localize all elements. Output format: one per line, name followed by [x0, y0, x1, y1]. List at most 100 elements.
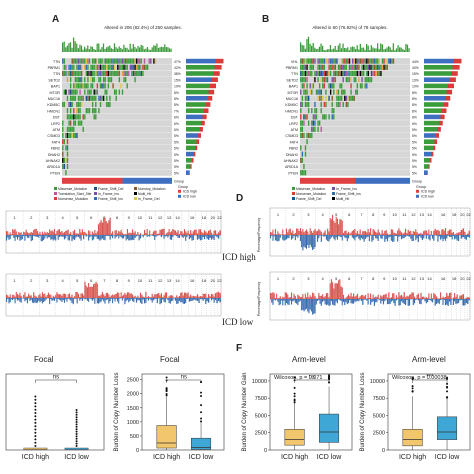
mutation-cell	[301, 120, 304, 126]
cnv-loss-bar	[271, 299, 273, 303]
cnv-gain-bar	[299, 228, 301, 235]
gene-freq-bar	[436, 133, 439, 138]
mutation-cell	[372, 70, 374, 77]
outlier-point	[165, 393, 168, 396]
cnv-gain-bar	[96, 283, 98, 298]
cnv-gain-bar	[421, 233, 423, 235]
cnv-gain-bar	[460, 295, 463, 299]
mutation-cell	[117, 58, 119, 64]
cnv-loss-bar	[14, 235, 16, 241]
mutation-cell	[106, 89, 108, 95]
legend-label: In_Frame_Del	[138, 197, 160, 201]
cnv-gain-bar	[302, 229, 304, 235]
cnv-loss-bar	[186, 298, 188, 299]
cnv-gain-bar	[309, 228, 311, 235]
gene-percent: 5%	[174, 140, 179, 144]
cnv-loss-bar	[65, 235, 67, 239]
outlier-point	[328, 376, 331, 379]
cnv-gain-bar	[339, 219, 341, 235]
mutation-cell	[140, 64, 143, 70]
outlier-point	[34, 421, 37, 424]
tmb-bar	[102, 43, 105, 52]
cnv-loss-bar	[314, 299, 316, 314]
mutation-cell	[353, 70, 355, 77]
gene-percent: 5%	[412, 128, 417, 132]
cnv-gain-bar	[19, 292, 21, 298]
gene-freq-bar	[427, 170, 428, 175]
cnv-gain-bar	[467, 297, 469, 299]
mutation-cell	[87, 77, 89, 83]
mutation-cell	[66, 145, 69, 151]
gene-freq-bar	[451, 71, 458, 76]
mutation-cell	[336, 95, 338, 101]
tmb-bar	[165, 47, 167, 52]
cnv-gain-bar	[210, 232, 213, 235]
mutation-cell	[333, 89, 335, 95]
y-tick-label: 2500	[373, 431, 385, 437]
cnv-loss-bar	[105, 298, 107, 300]
mutation-cell	[123, 70, 125, 77]
cnv-loss-bar	[63, 298, 65, 303]
mutation-cell	[322, 83, 324, 89]
mutation-cell	[134, 64, 136, 70]
mutation-cell	[82, 126, 84, 132]
tmb-bar	[370, 45, 372, 52]
group-legend-swatch	[178, 194, 181, 198]
mutation-cell	[367, 77, 370, 83]
mutation-cell	[304, 95, 307, 101]
mutation-cell	[87, 89, 89, 95]
gene-label: PBRM1	[286, 66, 298, 70]
mutation-cell	[314, 126, 316, 132]
gene-freq-bar	[186, 108, 204, 113]
cnv-loss-bar	[109, 235, 111, 240]
mutation-cell	[135, 70, 138, 77]
cnv-loss-bar	[70, 235, 72, 237]
y-tick-label: 1000	[127, 420, 139, 426]
outlier-point	[34, 435, 37, 438]
oncoplot-a: TTN 47%PBRM1 42%TTN 38%SETD2 15%BAP1 10%MTOR 8…	[46, 37, 224, 201]
cnv-loss-bar	[303, 299, 305, 312]
cnv-gain-bar	[330, 279, 332, 299]
cnv-loss-bar	[116, 235, 119, 236]
outlier-point	[411, 390, 414, 393]
cnv-loss-bar	[126, 298, 129, 300]
cnv-gain-bar	[113, 295, 115, 298]
chromosome-label: 3	[46, 278, 49, 283]
cnv-loss-bar	[79, 235, 81, 239]
cnv-loss-bar	[296, 235, 298, 237]
cnv-gain-bar	[190, 230, 192, 235]
outlier-point	[446, 396, 449, 399]
cnv-gain-bar	[455, 233, 457, 235]
cnv-gain-bar	[301, 296, 303, 299]
cnv-gain-bar	[176, 295, 178, 298]
cnv-loss-bar	[435, 235, 438, 236]
chromosome-label: 22	[466, 276, 471, 281]
cnv-loss-bar	[415, 299, 417, 300]
gene-label: AHNAK2	[284, 159, 298, 163]
cnv-gain-bar	[65, 294, 67, 298]
cnv-gain-bar	[186, 293, 188, 298]
cnv-gain-bar	[404, 228, 407, 235]
cnv-loss-bar	[217, 298, 220, 301]
cnv-gain-bar	[129, 232, 131, 235]
cnv-gain-bar	[399, 295, 401, 299]
cnv-gain-bar	[386, 233, 389, 235]
outlier-point	[446, 382, 449, 385]
cnv-loss-bar	[398, 235, 400, 237]
cnv-loss-bar	[156, 235, 158, 236]
cnv-loss-bar	[38, 235, 40, 238]
cnv-gain-bar	[427, 298, 429, 299]
mutation-cell	[345, 58, 348, 64]
mutation-cell	[69, 83, 72, 89]
cnv-gain-bar	[171, 231, 173, 235]
outlier-point	[34, 431, 37, 434]
mutation-cell	[90, 64, 92, 70]
tmb-bar	[124, 47, 127, 52]
cnv-gain-bar	[428, 229, 430, 235]
group-legend-label: ICD low	[421, 195, 434, 199]
tmb-bar	[156, 43, 158, 52]
cnv-gain-bar	[451, 232, 453, 235]
mutation-cell	[320, 101, 322, 108]
cnv-gain-bar	[109, 217, 111, 235]
